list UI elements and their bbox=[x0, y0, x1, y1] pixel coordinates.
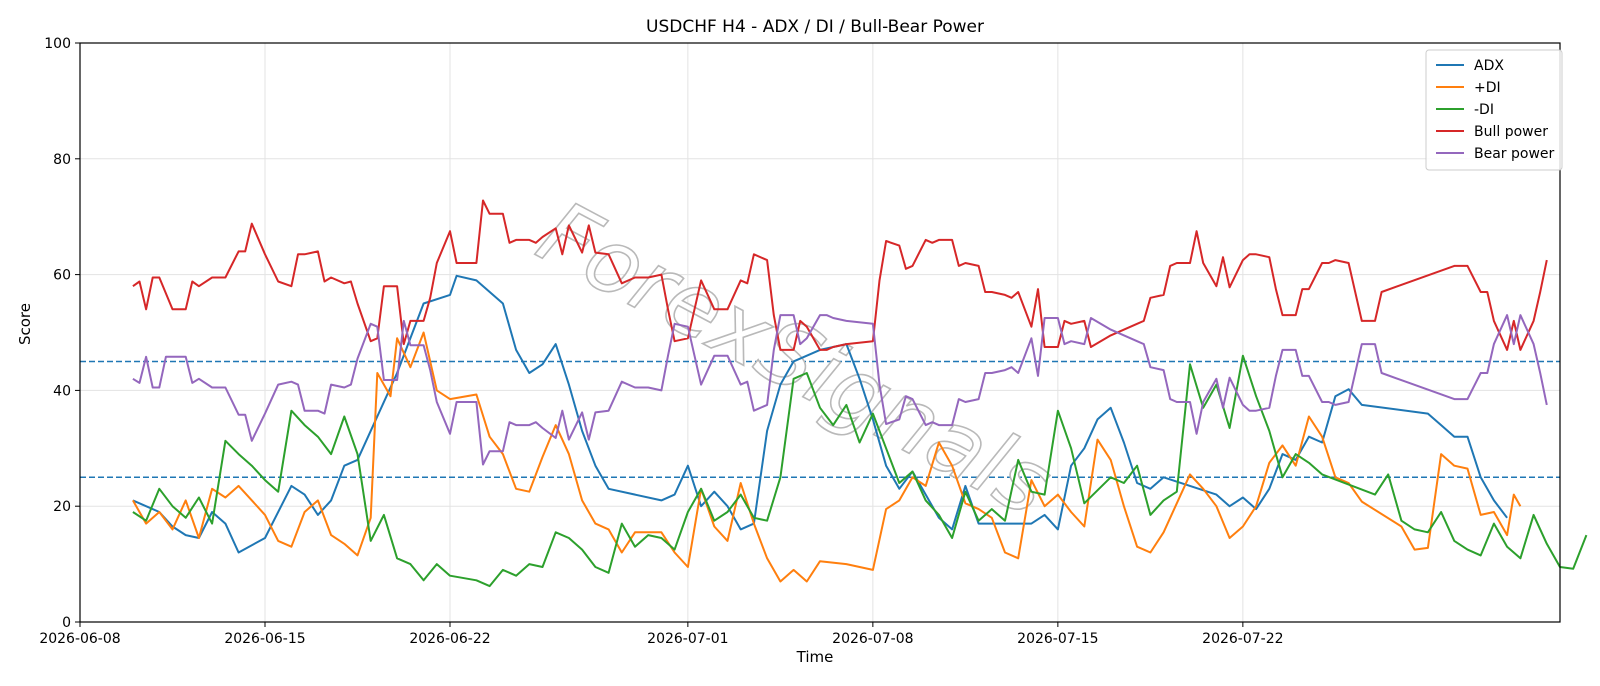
x-tick-label: 2026-07-01 bbox=[647, 631, 728, 647]
legend-label: +DI bbox=[1474, 80, 1501, 96]
legend-label: ADX bbox=[1474, 58, 1504, 74]
legend-box bbox=[1425, 49, 1563, 171]
y-axis: 0 20 40 60 80 100 bbox=[44, 36, 80, 631]
series-lines bbox=[132, 199, 1588, 588]
y-tick-label: 20 bbox=[53, 499, 71, 515]
chart-title: USDCHF H4 - ADX / DI / Bull-Bear Power bbox=[646, 17, 984, 37]
series-line-di bbox=[132, 331, 1522, 583]
y-axis-label: Score bbox=[16, 303, 34, 345]
y-tick-label: 80 bbox=[53, 152, 71, 168]
y-tick-label: 100 bbox=[44, 36, 71, 52]
x-tick-label: 2026-06-15 bbox=[224, 631, 305, 647]
legend: ADX +DI -DI Bull power Bear power bbox=[1425, 49, 1563, 171]
legend-label: Bull power bbox=[1474, 124, 1548, 140]
x-tick-label: 2026-07-15 bbox=[1017, 631, 1098, 647]
x-tick-label: 2026-06-08 bbox=[39, 631, 120, 647]
x-tick-label: 2026-07-22 bbox=[1202, 631, 1283, 647]
x-tick-label: 2026-06-22 bbox=[409, 631, 490, 647]
legend-label: Bear power bbox=[1474, 146, 1555, 162]
legend-label: -DI bbox=[1474, 102, 1494, 118]
y-tick-label: 60 bbox=[53, 268, 71, 284]
reference-lines bbox=[80, 360, 1560, 478]
series-line-bear-power bbox=[132, 314, 1548, 466]
x-tick-label: 2026-07-08 bbox=[832, 631, 913, 647]
y-tick-label: 0 bbox=[62, 615, 71, 631]
y-tick-label: 40 bbox=[53, 383, 71, 399]
series-line-di bbox=[132, 354, 1588, 588]
plot-frame bbox=[79, 42, 1561, 623]
x-axis: 2026-06-08 2026-06-15 2026-06-22 2026-07-01… bbox=[39, 622, 1284, 647]
series-line-bull-power bbox=[132, 199, 1548, 351]
x-axis-label: Time bbox=[796, 648, 834, 666]
